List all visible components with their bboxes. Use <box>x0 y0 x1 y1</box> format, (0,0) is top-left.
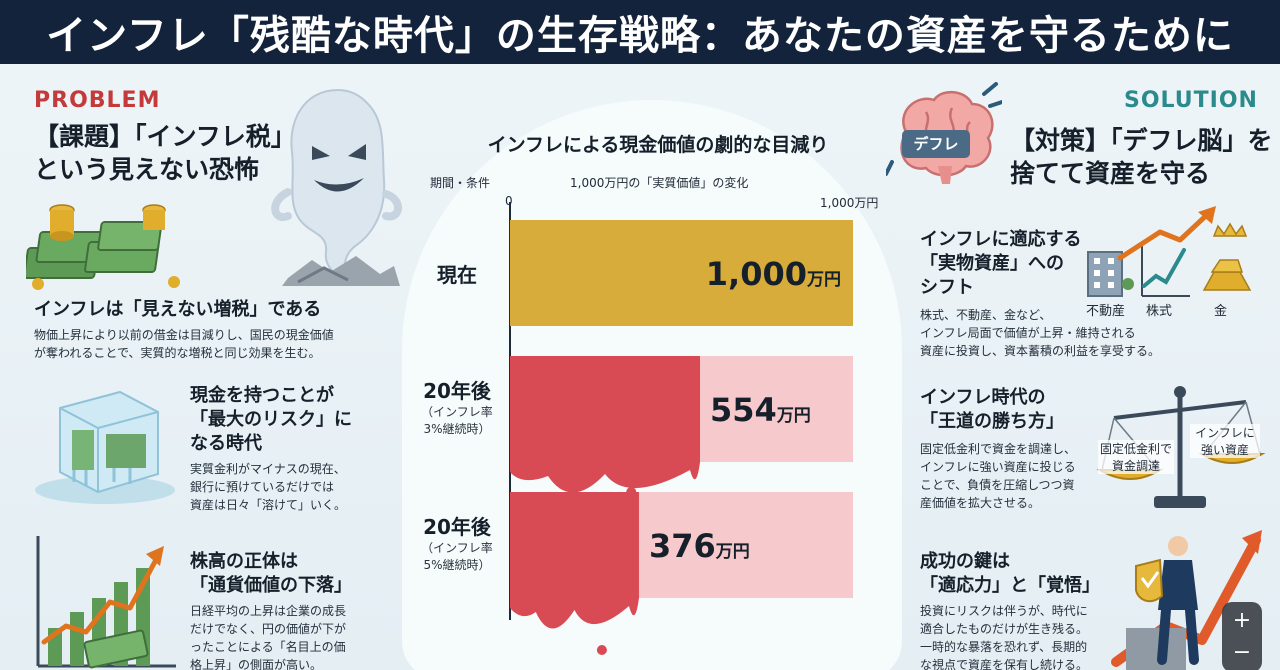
deflation-label-badge: デフレ <box>902 130 970 158</box>
scale-right-label: インフレに 強い資産 <box>1190 424 1260 458</box>
asset-label-real-estate: 不動産 <box>1086 304 1126 319</box>
solution-section-3-title: 成功の鍵は 「適応力」と「覚悟」 <box>920 550 1100 598</box>
problem-section-2-body-line-3: 資産は日々「溶けて」いく。 <box>190 498 347 512</box>
chart-tick-max: 1,000万円 <box>820 196 879 210</box>
page-title: インフレ「残酷な時代」の生存戦略：あなたの資産を守るために <box>0 0 1280 64</box>
chart-row-label-2-sub-1: （インフレ率 <box>421 405 493 419</box>
scale-left-label: 固定低金利で 資金調達 <box>1098 440 1174 474</box>
asset-label-gold: 金 <box>1214 304 1228 319</box>
frozen-money-icon <box>35 390 175 504</box>
chart-value-label-2: 554万円 <box>710 391 811 429</box>
solution-section-1-title-line-3: シフト <box>920 277 974 298</box>
scale-left-label-line-1: 固定低金利で <box>1099 442 1172 456</box>
chart-column-change: 1,000万円の「実質価値」の変化 <box>570 176 749 190</box>
solution-section-2-body-line-3: ことで、負債を圧縮しつつ資 <box>920 478 1075 492</box>
asset-label-stocks: 株式 <box>1146 304 1173 319</box>
money-stack-icon <box>26 204 180 290</box>
solution-section-2-body-line-2: インフレに強い資産に投じる <box>920 460 1076 474</box>
solution-section-3-title-line-2: 「適応力」と「覚悟」 <box>920 575 1100 596</box>
problem-heading-line-1: 【課題】「インフレ税」 <box>34 122 296 151</box>
solution-section-3-title-line-1: 成功の鍵は <box>920 551 1010 572</box>
chart-bar-2 <box>510 356 701 462</box>
solution-section-2-title-line-1: インフレ時代の <box>920 387 1046 408</box>
scale-right-label-line-1: インフレに <box>1195 426 1255 440</box>
problem-section-1-title: インフレは「見えない増税」である <box>34 298 321 322</box>
businessman-shield-icon <box>1111 530 1262 670</box>
solution-section-2-body: 固定低金利で資金を調達し、 インフレに強い資産に投じる ことで、負債を圧縮しつつ… <box>920 440 1076 512</box>
chart-row-label-3-sub-1: （インフレ率 <box>421 541 493 555</box>
zoom-in-button[interactable]: + <box>1232 608 1252 633</box>
rising-stock-chart-icon <box>36 536 176 669</box>
chart-value-label-1: 1,000万円 <box>706 255 841 293</box>
problem-heading: 【課題】「インフレ税」 という見えない恐怖 <box>34 120 296 186</box>
chart-row-label-2: 20年後 （インフレ率 3%継続時） <box>412 378 502 438</box>
solution-section-1-body-line-3: 資産に投資し、資本蓄積の利益を享受する。 <box>920 344 1161 358</box>
problem-section-1-body: 物価上昇により以前の借金は目減りし、国民の現金価値 が奪われることで、実質的な増… <box>34 326 334 362</box>
chart-bar-drip-2 <box>510 462 701 493</box>
chart-column-period: 期間・条件 <box>430 176 491 190</box>
problem-section-1-body-line-2: が奪われることで、実質的な増税と同じ効果を生む。 <box>34 346 321 360</box>
chart-row-label-1-main: 現在 <box>437 263 477 287</box>
solution-section-1-title-line-2: 「実物資産」への <box>920 253 1064 274</box>
chart-drip-drop-3 <box>596 645 607 655</box>
solution-section-3-body-line-4: な視点で資産を保有し続ける。 <box>920 658 1089 670</box>
solution-section-2-title: インフレ時代の 「王道の勝ち方」 <box>920 386 1064 434</box>
problem-section-3-body-line-4: 格上昇」の側面が高い。 <box>190 658 323 670</box>
problem-section-2-body: 実質金利がマイナスの現在、 銀行に預けているだけでは 資産は日々「溶けて」いく。 <box>190 460 346 514</box>
solution-section-3-body-line-3: 一時的な暴落を恐れず、長期的 <box>920 640 1088 654</box>
solution-section-1-body-line-2: インフレ局面で価値が上昇・維持される <box>920 326 1136 340</box>
zoom-control: + − <box>1222 602 1262 670</box>
solution-section-1-title-line-1: インフレに適応する <box>920 229 1082 250</box>
problem-section-1-body-line-1: 物価上昇により以前の借金は目減りし、国民の現金価値 <box>34 328 334 342</box>
problem-section-3-body-line-3: ったことによる「名目上の価 <box>190 640 346 654</box>
problem-section-3-body-line-2: だけでなく、円の価値が下が <box>190 622 347 636</box>
problem-section-2-title-line-2: 「最大のリスク」に <box>190 409 352 430</box>
solution-section-1-title: インフレに適応する 「実物資産」への シフト <box>920 228 1081 300</box>
scale-right-label-line-2: 強い資産 <box>1200 443 1249 457</box>
problem-section-1-title-line: インフレは「見えない増税」である <box>34 299 322 320</box>
solution-heading-line-2: 捨てて資産を守る <box>1010 159 1211 188</box>
problem-section-2-body-line-2: 銀行に預けているだけでは <box>190 480 335 494</box>
chart-row-label-2-sub-2: 3%継続時） <box>423 422 491 436</box>
scale-left-label-line-2: 資金調達 <box>1111 459 1160 473</box>
chart-row-label-2-main: 20年後 <box>423 379 491 403</box>
chart-tick-min: 0 <box>505 194 513 208</box>
solution-section-3-body-line-2: 適合したものだけが生き残る。 <box>920 622 1089 636</box>
chart-row-label-3: 20年後 （インフレ率 5%継続時） <box>412 514 502 574</box>
chart-bar-3 <box>510 492 639 598</box>
chart-row-label-3-sub-2: 5%継続時） <box>423 558 491 572</box>
problem-heading-line-2: という見えない恐怖 <box>34 155 260 184</box>
problem-section-2-title: 現金を持つことが 「最大のリスク」に なる時代 <box>190 384 352 456</box>
problem-section-3-title: 株高の正体は 「通貨価値の下落」 <box>190 550 352 598</box>
solution-section-2-body-line-1: 固定低金利で資金を調達し、 <box>920 442 1077 456</box>
chart-row-label-3-main: 20年後 <box>423 515 491 539</box>
problem-section-3-body-line-1: 日経平均の上昇は企業の成長 <box>190 604 347 618</box>
chart-plot: 1,000万円 554万円 376万円 <box>509 202 853 655</box>
solution-section-2-body-line-4: 産価値を拡大させる。 <box>920 496 1041 510</box>
problem-section-2-body-line-1: 実質金利がマイナスの現在、 <box>190 462 346 476</box>
chart-value-label-3: 376万円 <box>649 527 750 565</box>
ghost-icon <box>271 88 402 286</box>
solution-section-2-title-line-2: 「王道の勝ち方」 <box>920 411 1064 432</box>
real-assets-icon <box>1087 206 1252 297</box>
solution-tag: SOLUTION <box>1124 88 1258 113</box>
solution-section-3-body-line-1: 投資にリスクは伴うが、時代に <box>920 604 1088 618</box>
solution-section-3-body: 投資にリスクは伴うが、時代に 適合したものだけが生き残る。 一時的な暴落を恐れず… <box>920 602 1088 670</box>
problem-section-3-body: 日経平均の上昇は企業の成長 だけでなく、円の価値が下が ったことによる「名目上の… <box>190 602 346 670</box>
chart-row-label-1: 現在 <box>412 262 502 288</box>
zoom-out-button[interactable]: − <box>1232 640 1252 665</box>
solution-heading: 【対策】「デフレ脳」を 捨てて資産を守る <box>1010 124 1273 190</box>
problem-section-3-title-line-1: 株高の正体は <box>190 551 298 572</box>
solution-heading-line-1: 【対策】「デフレ脳」を <box>1010 126 1273 155</box>
problem-section-2-title-line-1: 現金を持つことが <box>190 385 334 406</box>
chart-title: インフレによる現金価値の劇的な目減り <box>487 134 829 156</box>
solution-section-1-body: 株式、不動産、金など、 インフレ局面で価値が上昇・維持される 資産に投資し、資本… <box>920 306 1160 360</box>
solution-section-1-body-line-1: 株式、不動産、金など、 <box>920 308 1052 322</box>
problem-section-2-title-line-3: なる時代 <box>190 433 262 454</box>
chart-bar-drip-3 <box>510 598 639 629</box>
chart-bar-1 <box>510 220 853 326</box>
problem-section-3-title-line-2: 「通貨価値の下落」 <box>190 575 352 596</box>
problem-tag: PROBLEM <box>34 88 161 113</box>
